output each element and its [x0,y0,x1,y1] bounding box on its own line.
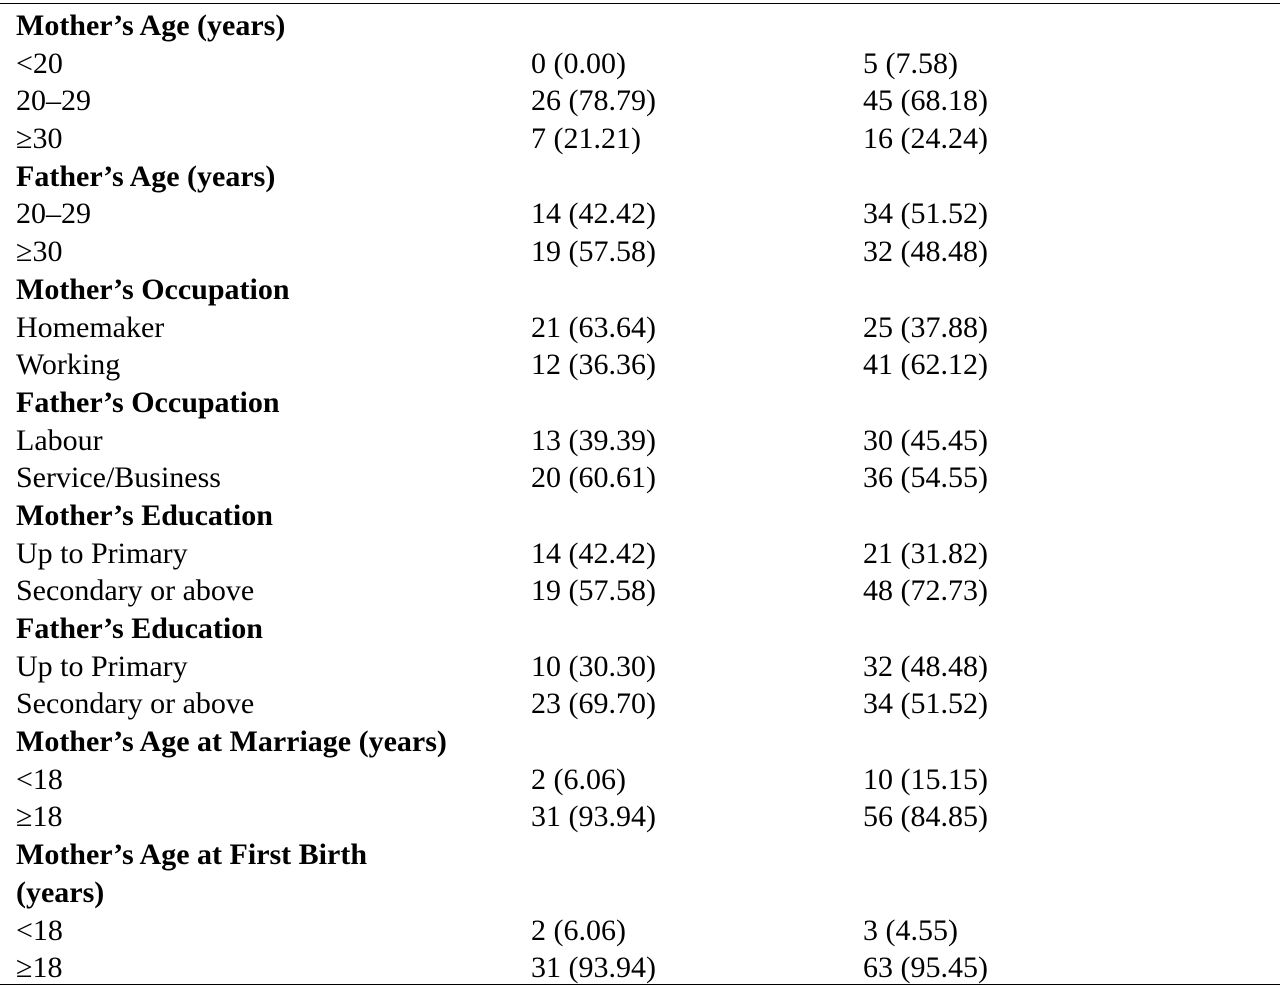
table-row: ≥18 31 (93.94) 63 (95.45) [0,949,1280,987]
demographics-table: Mother’s Age (years) <20 0 (0.00) 5 (7.5… [0,7,1280,987]
table-row: Up to Primary 10 (30.30) 32 (48.48) [0,648,1280,686]
section-header-row: Mother’s Occupation [0,271,1280,309]
table-row: Homemaker 21 (63.64) 25 (37.88) [0,309,1280,347]
section-header-row: Mother’s Education [0,497,1280,535]
table-row: ≥18 31 (93.94) 56 (84.85) [0,798,1280,836]
table-row: Secondary or above 19 (57.58) 48 (72.73) [0,572,1280,610]
row-label: ≥30 [16,122,63,156]
group-1-value: 23 (69.70) [531,687,656,721]
section-header-label: Father’s Age (years) [16,159,276,193]
section-header-row: Father’s Age (years) [0,158,1280,196]
section-header-row: Mother’s Age (years) [0,7,1280,45]
section-header-row: (years) [0,874,1280,912]
group-2-value: 30 (45.45) [863,423,988,457]
section-header-row: Mother’s Age at Marriage (years) [0,723,1280,761]
table-row: Working 12 (36.36) 41 (62.12) [0,346,1280,384]
section-header-label: Mother’s Age at Marriage (years) [16,725,447,759]
group-1-value: 12 (36.36) [531,348,656,382]
group-2-value: 34 (51.52) [863,687,988,721]
group-2-value: 16 (24.24) [863,122,988,156]
group-2-value: 36 (54.55) [863,461,988,495]
section-header-label: Mother’s Occupation [16,272,290,306]
table-row: Labour 13 (39.39) 30 (45.45) [0,422,1280,460]
group-1-value: 19 (57.58) [531,235,656,269]
section-header-label: Father’s Occupation [16,385,280,419]
group-1-value: 26 (78.79) [531,84,656,118]
table-row: 20–29 14 (42.42) 34 (51.52) [0,195,1280,233]
group-2-value: 48 (72.73) [863,574,988,608]
row-label: <20 [16,46,63,80]
table-row: Service/Business 20 (60.61) 36 (54.55) [0,459,1280,497]
row-label: ≥18 [16,800,63,834]
group-2-value: 21 (31.82) [863,536,988,570]
row-label: Secondary or above [16,687,255,721]
group-1-value: 21 (63.64) [531,310,656,344]
group-2-value: 56 (84.85) [863,800,988,834]
row-label: Up to Primary [16,536,188,570]
section-header-label: Mother’s Age (years) [16,9,286,42]
section-header-row: Father’s Education [0,610,1280,648]
row-label: 20–29 [16,197,91,231]
table-row: ≥30 19 (57.58) 32 (48.48) [0,233,1280,271]
group-1-value: 10 (30.30) [531,649,656,683]
table-row: <18 2 (6.06) 10 (15.15) [0,761,1280,799]
section-header-label: Mother’s Age at First Birth [16,838,368,872]
row-label: Homemaker [16,310,165,344]
row-label: Secondary or above [16,574,255,608]
row-label: 20–29 [16,84,91,118]
group-2-value: 3 (4.55) [863,913,958,947]
row-label: Labour [16,423,103,457]
group-2-value: 63 (95.45) [863,951,988,985]
row-label: Service/Business [16,461,221,495]
group-1-value: 31 (93.94) [531,800,656,834]
section-header-label: Father’s Education [16,612,263,645]
row-label: <18 [16,762,63,796]
table-row: <18 2 (6.06) 3 (4.55) [0,912,1280,950]
group-1-value: 2 (6.06) [531,913,626,947]
row-label: ≥30 [16,235,63,269]
group-2-value: 32 (48.48) [863,235,988,269]
group-2-value: 45 (68.18) [863,84,988,118]
table-row: <20 0 (0.00) 5 (7.58) [0,45,1280,83]
table-bottom-rule [0,984,1280,985]
section-header-label: Mother’s Education [16,498,273,532]
table-row: ≥30 7 (21.21) 16 (24.24) [0,120,1280,158]
row-label: Working [16,348,121,382]
group-1-value: 20 (60.61) [531,461,656,495]
group-1-value: 13 (39.39) [531,423,656,457]
group-2-value: 32 (48.48) [863,649,988,683]
group-1-value: 31 (93.94) [531,951,656,985]
group-1-value: 2 (6.06) [531,762,626,796]
group-1-value: 14 (42.42) [531,197,656,231]
group-2-value: 25 (37.88) [863,310,988,344]
group-1-value: 19 (57.58) [531,574,656,608]
group-2-value: 5 (7.58) [863,46,958,80]
table-row: Up to Primary 14 (42.42) 21 (31.82) [0,535,1280,573]
row-label: Up to Primary [16,649,188,683]
group-1-value: 7 (21.21) [531,122,641,156]
section-header-row: Father’s Occupation [0,384,1280,422]
group-1-value: 14 (42.42) [531,536,656,570]
section-header-label: (years) [16,875,105,909]
section-header-row: Mother’s Age at First Birth [0,836,1280,874]
group-2-value: 41 (62.12) [863,348,988,382]
group-2-value: 10 (15.15) [863,762,988,796]
table-row: Secondary or above 23 (69.70) 34 (51.52) [0,685,1280,723]
table-row: 20–29 26 (78.79) 45 (68.18) [0,82,1280,120]
row-label: ≥18 [16,951,63,985]
table-top-rule [0,3,1280,4]
group-1-value: 0 (0.00) [531,46,626,80]
row-label: <18 [16,913,63,947]
group-2-value: 34 (51.52) [863,197,988,231]
